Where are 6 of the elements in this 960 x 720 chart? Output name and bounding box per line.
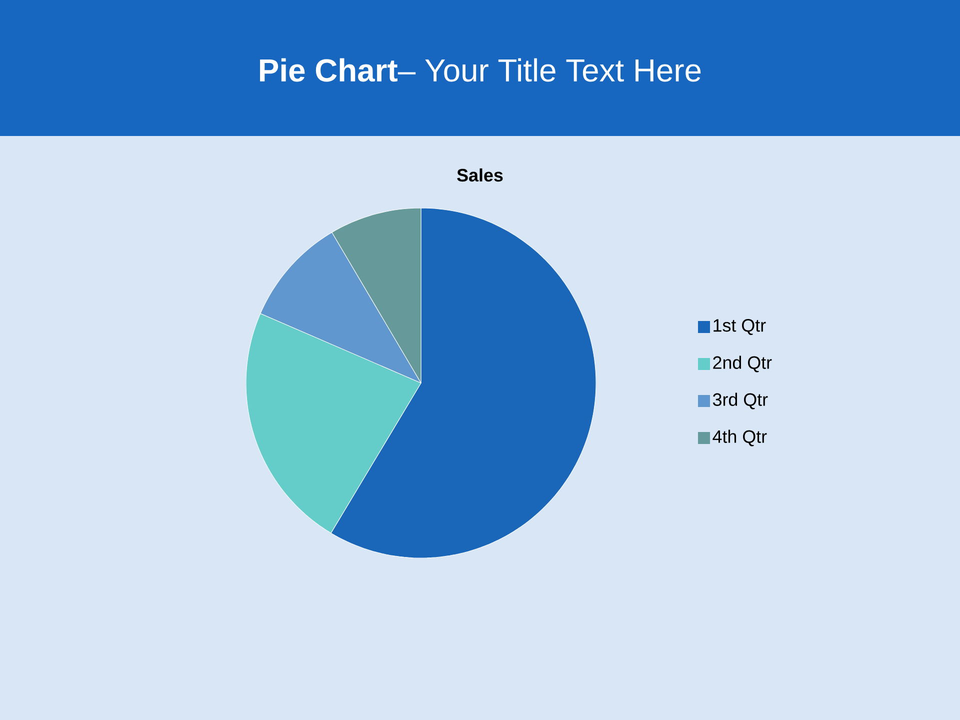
legend-label: 3rd Qtr bbox=[712, 392, 768, 410]
chart-subtitle: Sales bbox=[457, 168, 503, 182]
legend-label: 4th Qtr bbox=[712, 430, 767, 446]
chart-title: Pie Chart– Your Title Text Here bbox=[260, 58, 701, 82]
legend-label: 1st Qtr bbox=[714, 319, 766, 335]
legend-label: 2nd Qtr bbox=[713, 356, 772, 372]
